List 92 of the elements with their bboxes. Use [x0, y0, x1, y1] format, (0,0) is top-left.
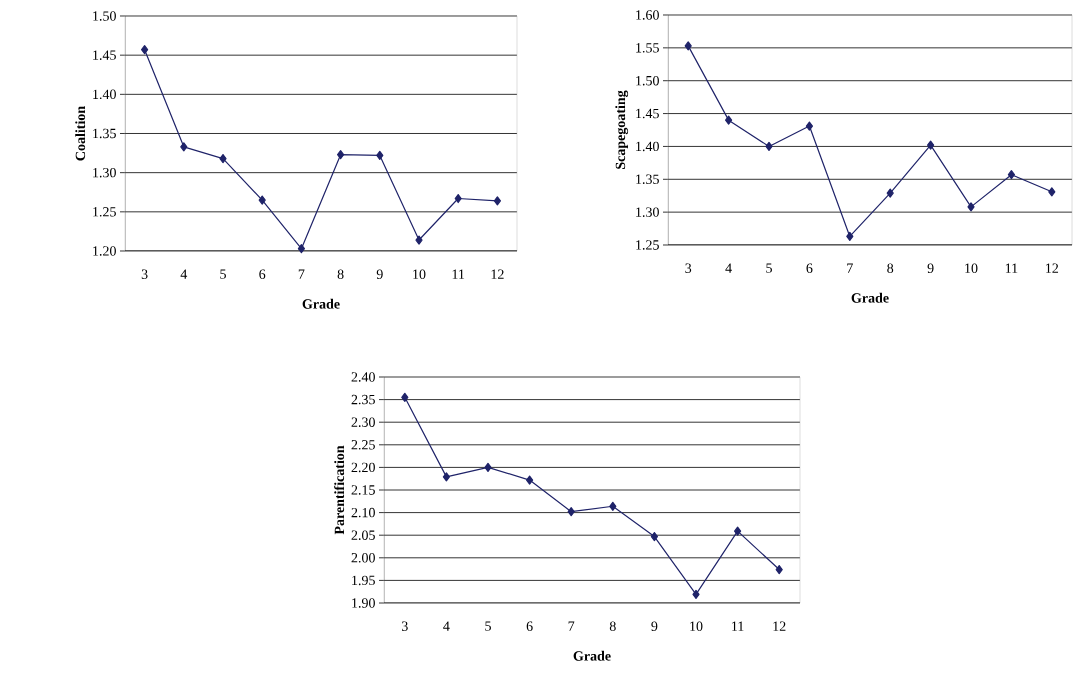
- y-tick-label: 2.35: [351, 394, 375, 405]
- point: [442, 472, 450, 482]
- point: [846, 231, 854, 242]
- x-tick-label: 9: [376, 269, 383, 279]
- x-tick-label: 8: [887, 263, 894, 273]
- x-tick-label: 10: [690, 621, 703, 631]
- x-tick-label: 6: [259, 269, 266, 279]
- y-tick-label: 1.25: [636, 240, 659, 250]
- point: [1048, 187, 1056, 197]
- x-tick-label: 3: [141, 269, 148, 279]
- x-tick-label: 3: [401, 621, 408, 631]
- y-tick-label: 2.25: [351, 440, 375, 450]
- x-tick-label: 5: [485, 621, 491, 631]
- y-tick-label: 1.95: [352, 575, 375, 586]
- y-tick-label: 1.30: [636, 207, 659, 217]
- point: [219, 153, 227, 164]
- point: [454, 193, 462, 204]
- x-tick-label: 8: [337, 269, 344, 279]
- y-tick-label: 1.40: [93, 89, 116, 100]
- x-tick-label: 11: [452, 269, 465, 279]
- y-tick-label: 1.50: [93, 11, 116, 21]
- y-tick-label: 2.20: [351, 462, 375, 473]
- point: [297, 244, 305, 254]
- x-tick-label: 5: [766, 263, 772, 273]
- x-tick-label: 12: [491, 269, 504, 279]
- point: [734, 526, 742, 536]
- point: [805, 121, 814, 131]
- y-axis-title: Coalition: [75, 106, 86, 161]
- x-tick-label: 8: [609, 621, 616, 631]
- point: [609, 501, 617, 511]
- point: [765, 141, 773, 152]
- point: [493, 196, 501, 206]
- point: [180, 142, 188, 152]
- y-tick-label: 2.40: [351, 372, 375, 382]
- x-tick-label: 11: [1005, 263, 1018, 273]
- y-tick-label: 1.40: [636, 141, 659, 152]
- x-tick-label: 10: [413, 269, 426, 279]
- point: [967, 202, 975, 212]
- x-tick-label: 5: [220, 269, 226, 279]
- x-tick-label: 7: [847, 263, 853, 273]
- y-tick-label: 1.90: [352, 598, 375, 608]
- x-tick-label: 12: [773, 621, 786, 631]
- point: [484, 462, 492, 472]
- point: [886, 188, 894, 198]
- point: [1007, 170, 1016, 180]
- x-tick-label: 7: [298, 269, 305, 279]
- y-tick-label: 1.35: [93, 128, 116, 139]
- x-tick-label: 11: [732, 621, 744, 631]
- y-tick-label: 1.45: [93, 50, 116, 60]
- y-axis-title: Parentification: [334, 445, 345, 535]
- y-tick-label: 1.30: [93, 167, 116, 178]
- y-tick-label: 1.25: [93, 207, 116, 217]
- point: [141, 45, 149, 55]
- point: [415, 235, 423, 245]
- x-tick-label: 4: [443, 621, 450, 631]
- point: [526, 475, 534, 485]
- y-tick-label: 1.45: [636, 108, 659, 119]
- x-tick-label: 6: [806, 263, 813, 273]
- point: [775, 564, 783, 575]
- point: [684, 41, 692, 51]
- y-tick-label: 1.20: [93, 246, 116, 256]
- y-tick-label: 1.60: [636, 10, 659, 20]
- y-tick-label: 1.35: [636, 174, 659, 185]
- x-tick-label: 7: [568, 621, 575, 631]
- point: [725, 115, 733, 125]
- x-axis-title: Grade: [302, 298, 340, 309]
- y-tick-label: 2.05: [351, 530, 375, 540]
- y-tick-label: 2.10: [351, 507, 375, 518]
- x-tick-label: 12: [1046, 263, 1059, 273]
- x-axis-title: Grade: [573, 650, 611, 661]
- point: [650, 531, 659, 542]
- point: [567, 507, 575, 517]
- point: [337, 150, 345, 160]
- y-tick-label: 1.55: [636, 43, 659, 53]
- point: [376, 150, 384, 161]
- y-tick-label: 2.15: [351, 485, 375, 495]
- point: [927, 140, 935, 150]
- point: [401, 392, 409, 402]
- y-axis-title: Scapegoating: [615, 90, 629, 169]
- x-tick-label: 9: [651, 621, 658, 631]
- x-tick-label: 6: [526, 621, 533, 631]
- x-tick-label: 4: [180, 269, 188, 279]
- x-axis-title: Grade: [851, 292, 889, 303]
- x-tick-label: 9: [927, 263, 934, 273]
- x-tick-label: 3: [685, 263, 692, 273]
- point: [258, 195, 266, 205]
- point: [692, 589, 700, 600]
- x-tick-label: 4: [725, 263, 732, 273]
- y-tick-label: 2.30: [351, 417, 375, 427]
- y-tick-label: 1.50: [636, 75, 659, 86]
- y-tick-label: 2.00: [351, 553, 375, 563]
- x-tick-label: 10: [965, 263, 978, 273]
